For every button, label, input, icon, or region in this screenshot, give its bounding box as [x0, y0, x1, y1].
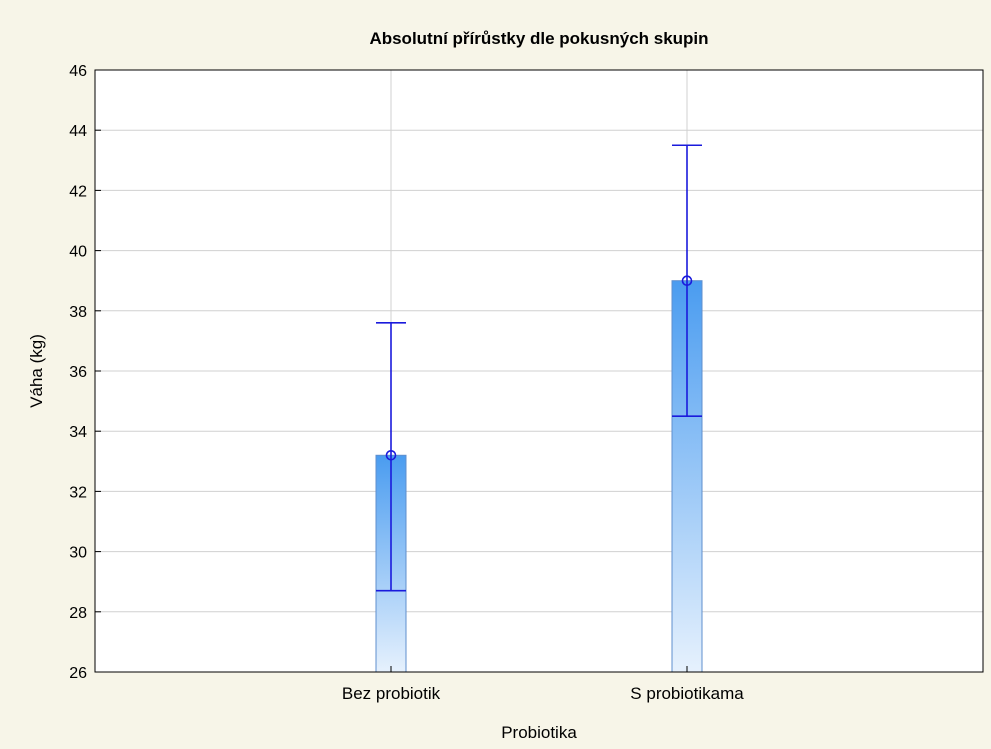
y-tick-label: 42 — [69, 183, 87, 200]
y-tick-label: 30 — [69, 545, 87, 562]
error-bars — [376, 144, 702, 592]
x-axis: Bez probiotik S probiotikama — [342, 666, 744, 703]
y-tick-label: 46 — [69, 63, 87, 80]
x-tick-label: Bez probiotik — [342, 684, 441, 703]
bars — [375, 280, 703, 673]
y-tick-label: 40 — [69, 244, 87, 261]
y-tick-label: 44 — [69, 123, 87, 140]
mean-marker — [385, 449, 397, 461]
chart-title: Absolutní přírůstky dle pokusných skupin — [369, 29, 708, 48]
y-axis: 26 28 30 32 34 36 38 40 42 44 46 — [69, 63, 101, 682]
x-tick-label: S probiotikama — [630, 684, 744, 703]
y-tick-label: 34 — [69, 424, 87, 441]
y-tick-label: 36 — [69, 364, 87, 381]
y-tick-label: 28 — [69, 605, 87, 622]
y-tick-label: 26 — [69, 665, 87, 682]
y-tick-label: 32 — [69, 484, 87, 501]
y-axis-label: Váha (kg) — [27, 334, 46, 408]
mean-marker — [681, 275, 693, 287]
x-axis-label: Probiotika — [501, 723, 577, 742]
y-tick-label: 38 — [69, 304, 87, 321]
